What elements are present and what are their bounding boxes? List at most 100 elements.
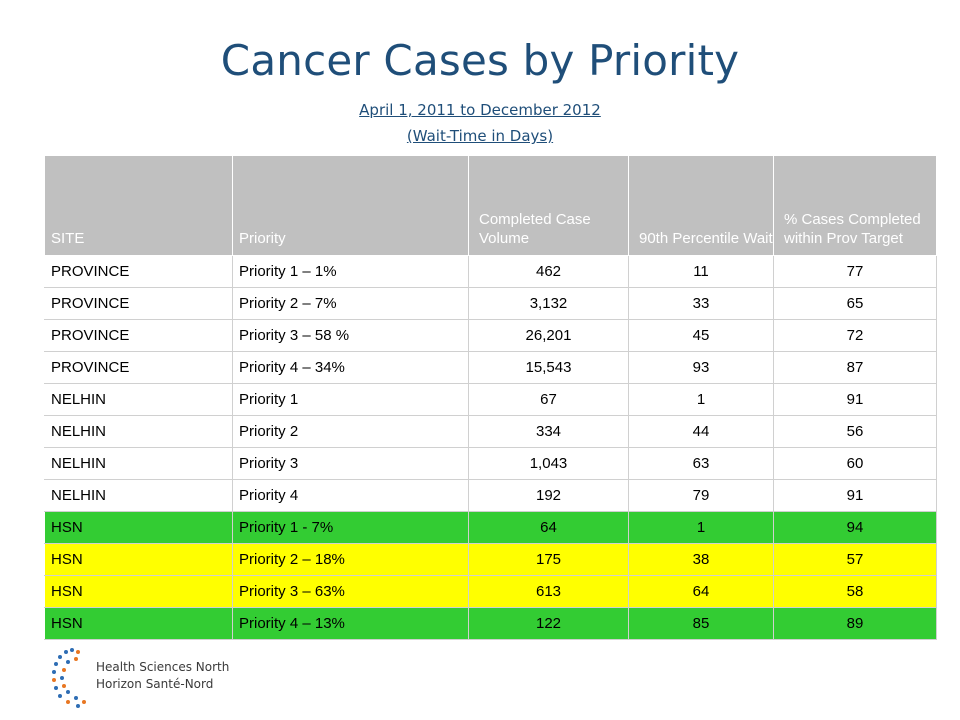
cell-wait: 64	[628, 575, 774, 608]
cell-pct: 72	[773, 319, 937, 352]
header-site: SITE	[44, 155, 233, 256]
cell-priority: Priority 1 - 7%	[232, 511, 469, 544]
table-row: HSN Priority 2 – 18% 175 38 57	[44, 543, 937, 576]
table-row: HSN Priority 3 – 63% 613 64 58	[44, 575, 937, 608]
table-row: PROVINCE Priority 3 – 58 % 26,201 45 72	[44, 319, 937, 352]
cell-wait: 85	[628, 607, 774, 640]
cell-volume: 67	[468, 383, 629, 416]
cell-volume: 462	[468, 255, 629, 288]
cell-pct: 60	[773, 447, 937, 480]
header-volume: Completed Case Volume	[468, 155, 629, 256]
cell-site: HSN	[44, 543, 233, 576]
cell-pct: 91	[773, 479, 937, 512]
header-wait: 90th Percentile Wait	[628, 155, 774, 256]
cell-volume: 15,543	[468, 351, 629, 384]
cell-wait: 63	[628, 447, 774, 480]
table-row: NELHIN Priority 1 67 1 91	[44, 383, 937, 416]
table-row: HSN Priority 1 - 7% 64 1 94	[44, 511, 937, 544]
logo-dot	[74, 657, 78, 661]
table-header-row: SITE Priority Completed Case Volume 90th…	[44, 155, 937, 256]
cell-priority: Priority 3	[232, 447, 469, 480]
cell-priority: Priority 4 – 13%	[232, 607, 469, 640]
cell-volume: 26,201	[468, 319, 629, 352]
cell-site: PROVINCE	[44, 287, 233, 320]
table-row: HSN Priority 4 – 13% 122 85 89	[44, 607, 937, 640]
header-pct: % Cases Completed within Prov Target	[773, 155, 937, 256]
cell-priority: Priority 2	[232, 415, 469, 448]
cell-priority: Priority 3 – 58 %	[232, 319, 469, 352]
cell-volume: 334	[468, 415, 629, 448]
logo-dot	[52, 678, 56, 682]
page-title: Cancer Cases by Priority	[220, 36, 740, 85]
cell-volume: 192	[468, 479, 629, 512]
logo-dot	[54, 686, 58, 690]
logo-dot	[54, 662, 58, 666]
cell-wait: 45	[628, 319, 774, 352]
cell-site: NELHIN	[44, 479, 233, 512]
cell-volume: 122	[468, 607, 629, 640]
cell-pct: 77	[773, 255, 937, 288]
cell-pct: 91	[773, 383, 937, 416]
cell-priority: Priority 4 – 34%	[232, 351, 469, 384]
units-subtitle: (Wait-Time in Days)	[406, 127, 554, 145]
logo-dot	[66, 660, 70, 664]
table-row: PROVINCE Priority 1 – 1% 462 11 77	[44, 255, 937, 288]
hsn-dot-logo-icon	[52, 648, 86, 708]
cell-pct: 57	[773, 543, 937, 576]
table-row: PROVINCE Priority 2 – 7% 3,132 33 65	[44, 287, 937, 320]
logo-name-en: Health Sciences North	[96, 660, 230, 674]
cell-site: PROVINCE	[44, 255, 233, 288]
cell-wait: 38	[628, 543, 774, 576]
cell-wait: 1	[628, 383, 774, 416]
cell-site: HSN	[44, 511, 233, 544]
logo-dot	[52, 670, 56, 674]
cell-site: NELHIN	[44, 415, 233, 448]
cell-site: PROVINCE	[44, 319, 233, 352]
header-priority: Priority	[232, 155, 469, 256]
cell-priority: Priority 1	[232, 383, 469, 416]
cell-wait: 33	[628, 287, 774, 320]
cell-pct: 94	[773, 511, 937, 544]
cell-volume: 1,043	[468, 447, 629, 480]
cell-priority: Priority 4	[232, 479, 469, 512]
date-range-subtitle: April 1, 2011 to December 2012	[359, 101, 601, 119]
cell-wait: 44	[628, 415, 774, 448]
cell-site: HSN	[44, 607, 233, 640]
cell-site: PROVINCE	[44, 351, 233, 384]
logo-dot	[62, 684, 66, 688]
logo-dot	[74, 696, 78, 700]
cell-volume: 175	[468, 543, 629, 576]
cell-site: HSN	[44, 575, 233, 608]
cell-pct: 65	[773, 287, 937, 320]
logo-dot	[76, 704, 80, 708]
table-row: NELHIN Priority 3 1,043 63 60	[44, 447, 937, 480]
cell-wait: 11	[628, 255, 774, 288]
logo-dot	[70, 648, 74, 652]
logo-dot	[60, 676, 64, 680]
cell-wait: 1	[628, 511, 774, 544]
logo-text: Health Sciences North Horizon Santé-Nord	[96, 659, 229, 693]
logo-dot	[62, 668, 66, 672]
cell-pct: 58	[773, 575, 937, 608]
cell-priority: Priority 3 – 63%	[232, 575, 469, 608]
logo-dot	[82, 700, 86, 704]
cell-priority: Priority 2 – 18%	[232, 543, 469, 576]
table-row: PROVINCE Priority 4 – 34% 15,543 93 87	[44, 351, 937, 384]
cell-wait: 93	[628, 351, 774, 384]
cell-priority: Priority 1 – 1%	[232, 255, 469, 288]
cell-priority: Priority 2 – 7%	[232, 287, 469, 320]
cell-volume: 3,132	[468, 287, 629, 320]
cell-site: NELHIN	[44, 447, 233, 480]
cell-site: NELHIN	[44, 383, 233, 416]
cell-pct: 56	[773, 415, 937, 448]
logo-name-fr: Horizon Santé-Nord	[96, 677, 214, 691]
table-row: NELHIN Priority 2 334 44 56	[44, 415, 937, 448]
table-row: NELHIN Priority 4 192 79 91	[44, 479, 937, 512]
cell-wait: 79	[628, 479, 774, 512]
cell-pct: 87	[773, 351, 937, 384]
logo-dot	[64, 650, 68, 654]
logo-dot	[76, 650, 80, 654]
logo-dot	[66, 690, 70, 694]
cell-pct: 89	[773, 607, 937, 640]
logo-dot	[66, 700, 70, 704]
